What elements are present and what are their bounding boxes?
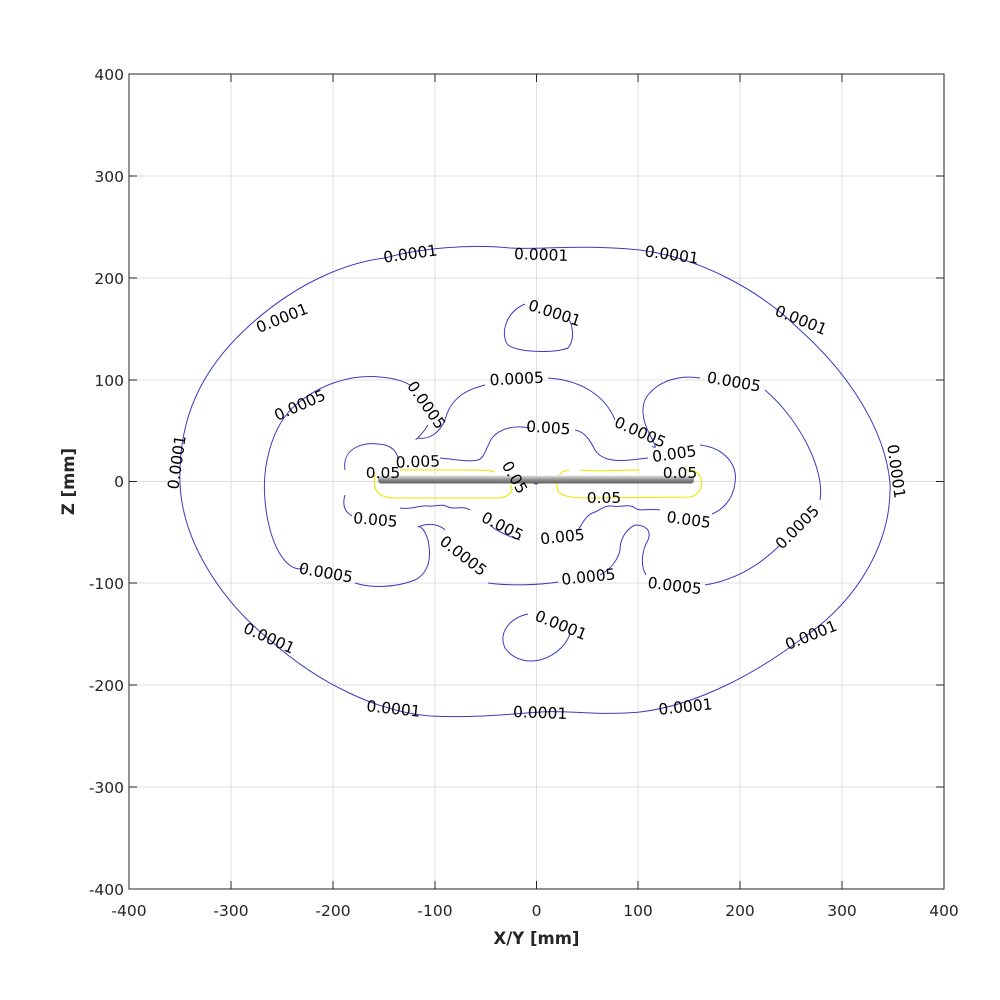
contour-0.0001-outer xyxy=(179,245,891,718)
svg-text:-400: -400 xyxy=(89,881,124,899)
svg-text:0.05: 0.05 xyxy=(366,464,401,482)
contour-0.0005-right xyxy=(547,376,822,586)
y-axis-label: Z [mm] xyxy=(59,448,78,515)
svg-text:0.0005: 0.0005 xyxy=(561,565,617,589)
svg-text:0.0005: 0.0005 xyxy=(489,369,544,390)
svg-text:100: 100 xyxy=(623,902,653,920)
svg-text:-100: -100 xyxy=(417,902,452,920)
svg-text:400: 400 xyxy=(94,66,124,84)
svg-text:0.005: 0.005 xyxy=(353,509,399,531)
x-tick-labels: -400 -300 -200 -100 0 100 200 300 400 xyxy=(111,902,958,920)
contour-0.0001-bottom-loop xyxy=(502,613,571,662)
contour-0.0005-left-inner xyxy=(417,384,486,439)
svg-text:100: 100 xyxy=(94,372,124,390)
svg-text:0.005: 0.005 xyxy=(526,417,572,438)
svg-text:0.0001: 0.0001 xyxy=(514,245,569,265)
svg-text:-300: -300 xyxy=(89,779,124,797)
svg-text:200: 200 xyxy=(725,902,755,920)
rod-object xyxy=(378,475,694,484)
contour-0.005 xyxy=(343,426,736,541)
svg-text:0.0001: 0.0001 xyxy=(366,697,422,721)
svg-text:-100: -100 xyxy=(89,575,124,593)
svg-text:0.0001: 0.0001 xyxy=(658,695,714,719)
svg-text:-200: -200 xyxy=(315,902,350,920)
contour-0.0001-top-loop xyxy=(503,303,573,352)
y-tick-labels: 400 300 200 100 0 -100 -200 -300 -400 xyxy=(89,66,124,899)
svg-text:-200: -200 xyxy=(89,677,124,695)
tick-marks xyxy=(129,74,944,889)
svg-text:0.005: 0.005 xyxy=(395,452,440,472)
contour-0.0005-left-lower xyxy=(487,581,559,586)
svg-text:300: 300 xyxy=(94,168,124,186)
svg-text:400: 400 xyxy=(929,902,959,920)
contour-0.05-left xyxy=(373,469,513,499)
svg-text:0.05: 0.05 xyxy=(587,489,622,507)
svg-text:0.0001: 0.0001 xyxy=(513,703,568,723)
svg-text:-300: -300 xyxy=(213,902,248,920)
svg-text:0: 0 xyxy=(532,902,542,920)
contour-0.0005-left xyxy=(263,376,446,587)
svg-text:200: 200 xyxy=(94,270,124,288)
svg-text:0.05: 0.05 xyxy=(663,464,698,482)
svg-text:0: 0 xyxy=(114,473,124,491)
svg-text:300: 300 xyxy=(827,902,857,920)
svg-text:0.005: 0.005 xyxy=(539,526,585,549)
x-axis-label: X/Y [mm] xyxy=(494,929,580,948)
svg-text:-400: -400 xyxy=(111,902,146,920)
